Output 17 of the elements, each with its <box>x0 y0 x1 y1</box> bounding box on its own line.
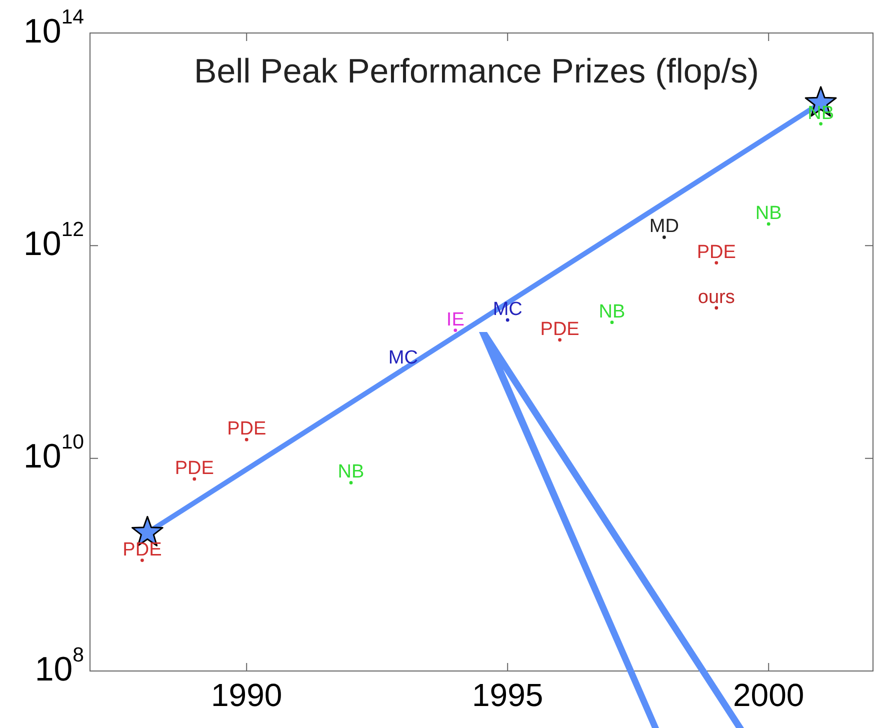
text: IE <box>446 309 464 330</box>
text: PDE <box>227 418 266 440</box>
text: MC <box>492 298 522 320</box>
text: MD <box>649 216 679 238</box>
text: ours <box>698 286 735 308</box>
x-tick-label: 1995 <box>472 676 544 713</box>
text: NB <box>598 301 626 322</box>
x-tick-label: 1990 <box>211 676 282 713</box>
text: NB <box>755 202 782 224</box>
text: PDE <box>540 318 580 340</box>
text: Bell Peak Performance Prizes (flop/s) <box>194 52 759 90</box>
text: PDE <box>174 458 214 479</box>
text: PDE <box>122 539 162 560</box>
text: PDE <box>696 242 736 263</box>
x-tick-label: 2000 <box>733 676 804 713</box>
text: NB <box>338 462 364 483</box>
text: MC <box>388 347 418 368</box>
